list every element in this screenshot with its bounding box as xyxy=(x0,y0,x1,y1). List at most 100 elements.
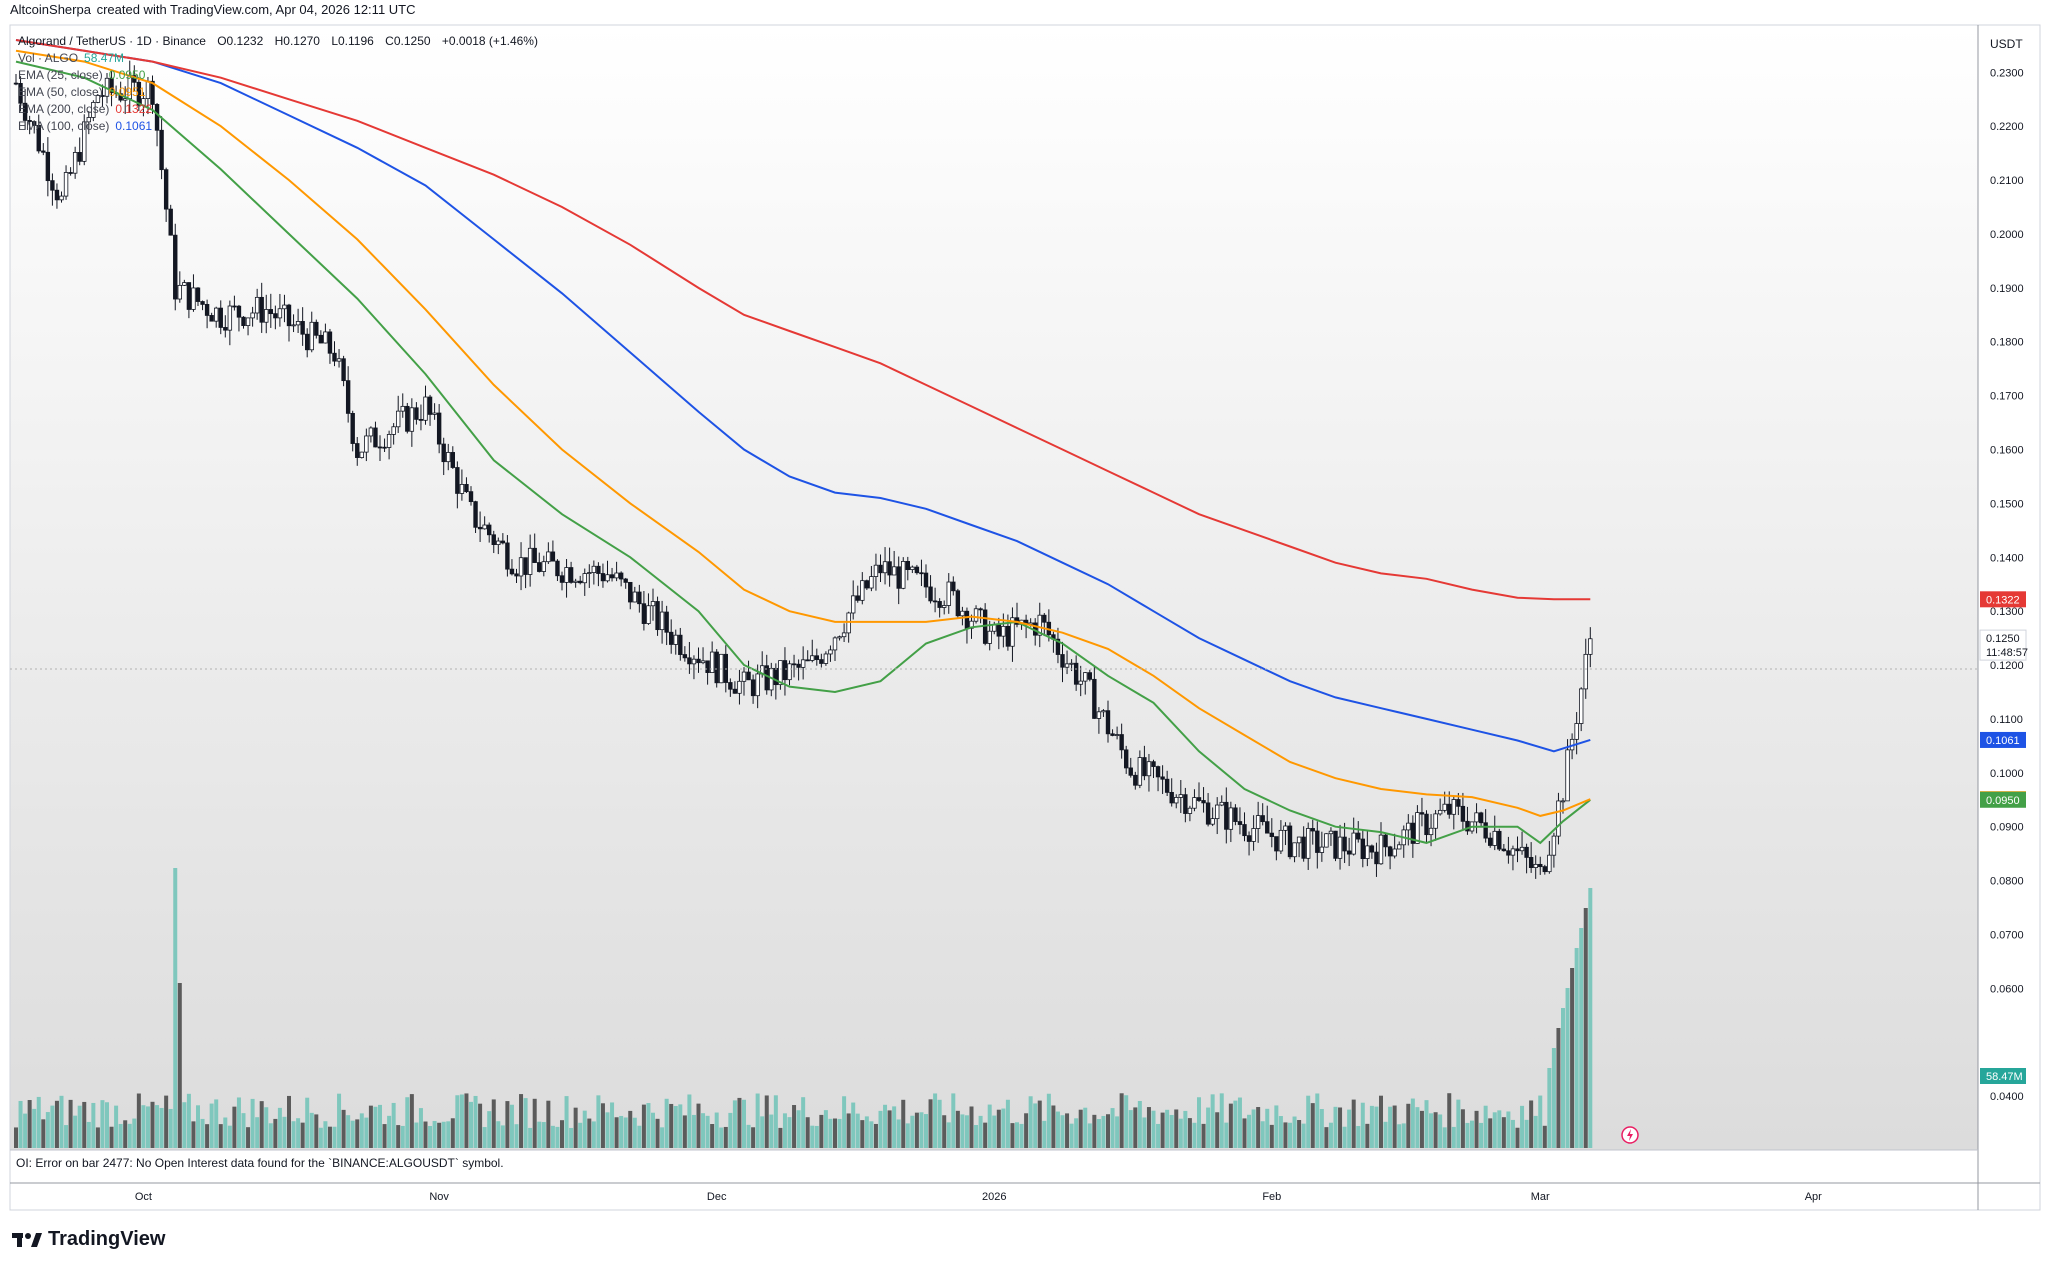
legend-volume[interactable]: Vol · ALGO 58.47M xyxy=(18,51,125,65)
candle xyxy=(814,648,819,666)
candle xyxy=(782,647,788,696)
volume-bar xyxy=(45,1112,50,1148)
volume-bar xyxy=(1551,1048,1556,1148)
candle xyxy=(159,116,164,180)
candle xyxy=(882,547,888,585)
volume-bar xyxy=(387,1115,392,1148)
price-axis[interactable]: 0.2300 0.2200 0.2100 0.2000 0.1900 0.1800 0.17… xyxy=(1990,67,2024,1103)
candle xyxy=(1265,805,1270,834)
candle xyxy=(423,385,428,425)
volume-bar xyxy=(318,1127,323,1148)
candle xyxy=(318,330,324,344)
volume-bar xyxy=(1197,1097,1201,1148)
volume-bar xyxy=(1310,1103,1315,1148)
candle xyxy=(1146,753,1152,792)
candle xyxy=(860,572,865,605)
candle xyxy=(100,84,105,107)
volume-bar xyxy=(437,1122,442,1148)
volume-bar xyxy=(614,1117,619,1148)
volume-bar xyxy=(364,1117,369,1148)
legend-ema-25[interactable]: EMA (25, close) 0.0950 xyxy=(18,68,146,82)
volume-bar xyxy=(1037,1100,1042,1148)
volume-bar xyxy=(469,1101,473,1148)
tradingview-logo[interactable]: TradingView xyxy=(12,1228,165,1251)
candle xyxy=(828,645,833,662)
candle xyxy=(54,183,60,209)
volume-bar xyxy=(778,1127,783,1148)
volume-bar xyxy=(400,1125,405,1148)
volume-bar xyxy=(846,1113,851,1148)
candle xyxy=(937,598,942,618)
volume-bar xyxy=(560,1120,564,1148)
candle xyxy=(1351,817,1356,856)
volume-bar xyxy=(1488,1118,1493,1148)
candle xyxy=(1087,669,1092,682)
y-tick-label: 0.0600 xyxy=(1990,983,2024,995)
volume-bar xyxy=(27,1100,32,1148)
volume-bar xyxy=(687,1094,692,1148)
candle xyxy=(800,646,806,680)
volume-bar xyxy=(155,1105,160,1148)
candle xyxy=(182,279,187,286)
candle xyxy=(891,550,897,576)
candle xyxy=(1096,707,1102,734)
open-value: O0.1232 xyxy=(217,34,264,48)
volume-bar xyxy=(1237,1097,1242,1148)
candle xyxy=(300,307,305,346)
candle xyxy=(573,578,578,588)
lightning-icon[interactable] xyxy=(1620,1125,1640,1145)
volume-bar xyxy=(1183,1110,1188,1148)
low-value: L0.1196 xyxy=(331,34,374,48)
candle xyxy=(655,596,660,636)
candle xyxy=(609,567,615,582)
candle xyxy=(1160,765,1165,795)
volume-bar xyxy=(528,1127,533,1148)
candle xyxy=(273,305,278,330)
volume-bar xyxy=(1092,1114,1097,1148)
candle xyxy=(341,355,346,387)
candle xyxy=(1528,842,1534,873)
volume-bar xyxy=(359,1113,364,1148)
time-axis[interactable]: OctNovDec2026FebMarAprMay xyxy=(135,1191,2048,1203)
volume-bar xyxy=(873,1123,878,1148)
volume-bar xyxy=(1201,1123,1206,1148)
volume-bar xyxy=(996,1109,1001,1148)
volume-bar xyxy=(1542,1125,1547,1148)
candle xyxy=(905,556,910,581)
candle xyxy=(942,600,947,615)
volume-bar xyxy=(691,1114,696,1148)
legend-ema-50[interactable]: EMA (50, close) 0.0951 xyxy=(18,85,146,99)
volume-bar xyxy=(1306,1095,1311,1148)
candle xyxy=(1124,745,1129,774)
candle xyxy=(1506,836,1511,864)
volume-bar xyxy=(910,1115,915,1148)
candle xyxy=(1255,801,1261,843)
volume-bar xyxy=(787,1117,792,1148)
currency-label[interactable]: USDT xyxy=(1990,37,2023,51)
volume-bar xyxy=(1470,1120,1474,1148)
volume-bar xyxy=(855,1113,860,1148)
legend-ema-200[interactable]: EMA (200, close) 0.1322 xyxy=(18,102,153,116)
legend-ema-100[interactable]: EMA (100, close) 0.1061 xyxy=(18,119,153,133)
high-value: H0.1270 xyxy=(274,34,320,48)
candle xyxy=(368,426,374,443)
candle xyxy=(578,575,583,585)
volume-bar xyxy=(1533,1115,1538,1148)
volume-bar xyxy=(1415,1107,1420,1148)
candle xyxy=(427,394,433,426)
candle xyxy=(1406,814,1411,846)
candle xyxy=(27,115,32,135)
volume-bar xyxy=(132,1118,137,1148)
volume-bar xyxy=(482,1127,487,1148)
symbol-name[interactable]: Algorand / TetherUS · 1D · Binance xyxy=(18,34,206,48)
volume-bar xyxy=(1233,1100,1238,1148)
volume-bar xyxy=(32,1108,37,1148)
volume-bar xyxy=(1351,1099,1356,1148)
volume-bar xyxy=(1538,1095,1543,1148)
volume-bar xyxy=(41,1119,46,1148)
volume-bar xyxy=(723,1126,728,1148)
candle xyxy=(482,516,487,530)
volume-bar xyxy=(637,1125,642,1148)
volume-bar xyxy=(1479,1122,1484,1148)
